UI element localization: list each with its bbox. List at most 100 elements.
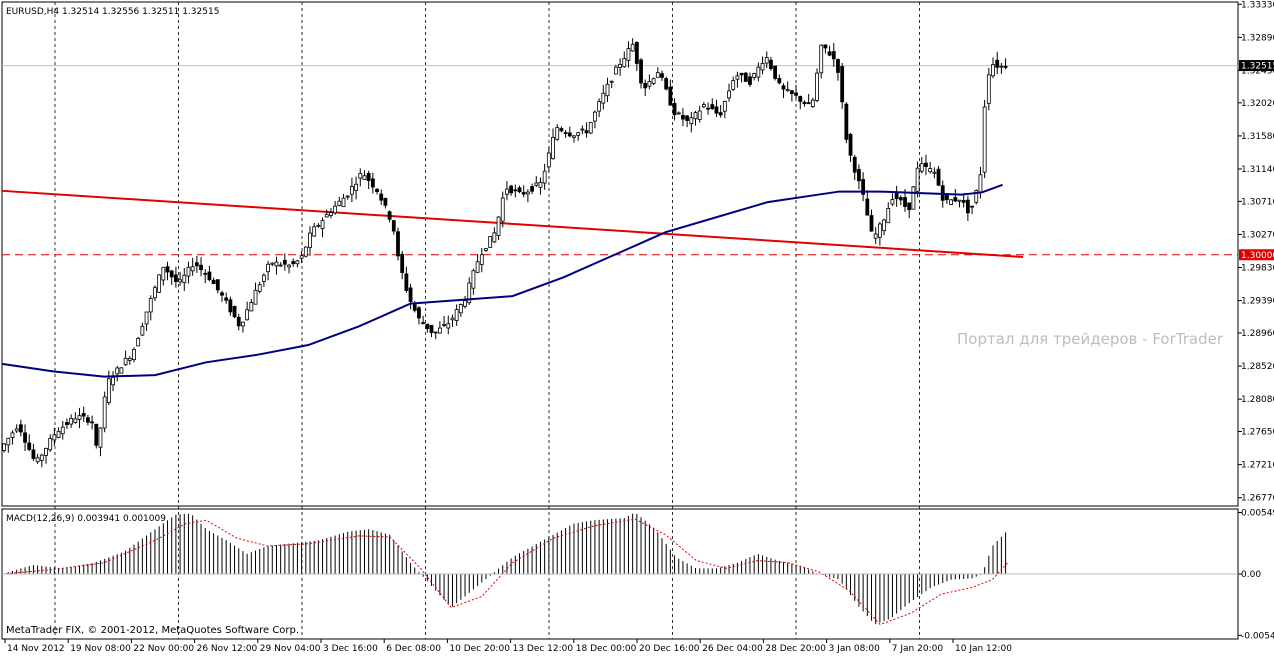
candle-body — [412, 304, 417, 311]
candle-body — [18, 424, 23, 433]
candle-body — [643, 82, 648, 89]
candle-body — [773, 65, 778, 79]
candle-body — [31, 449, 36, 459]
candle-body — [810, 99, 815, 108]
candle-body — [848, 133, 853, 156]
candle-body — [249, 302, 254, 312]
y-tick-label: 1.32890 — [1241, 33, 1274, 43]
candle-body — [739, 72, 744, 76]
candle-body — [387, 211, 392, 220]
candle-body — [349, 186, 354, 195]
candle-body — [517, 187, 522, 193]
candle-body — [701, 104, 706, 108]
candle-body — [408, 287, 413, 302]
x-tick-label: 20 Dec 16:00 — [639, 644, 700, 654]
candle-body — [898, 197, 903, 201]
candle-body — [664, 78, 669, 90]
candle-body — [681, 115, 685, 120]
candle-body — [865, 198, 870, 216]
candle-body — [312, 226, 317, 237]
candle-body — [915, 167, 920, 192]
candle-body — [622, 58, 627, 68]
candles — [2, 38, 1008, 468]
candle-body — [593, 111, 597, 122]
candle-body — [668, 86, 673, 106]
candle-body — [132, 348, 136, 361]
candle-body — [907, 202, 912, 211]
candle-body — [852, 156, 857, 173]
candle-body — [572, 135, 576, 138]
candle-body — [928, 168, 933, 173]
candle-body — [840, 66, 845, 103]
candle-body — [588, 122, 593, 134]
candle-body — [639, 59, 643, 84]
level-marker — [1239, 249, 1274, 261]
candle-body — [953, 197, 958, 202]
candle-body — [169, 270, 174, 278]
chart-title: EURUSD,H4 1.32514 1.32556 1.32511 1.3251… — [6, 7, 219, 17]
candle-body — [500, 197, 505, 222]
candle-body — [655, 72, 660, 78]
candle-body — [329, 212, 333, 216]
candle-body — [396, 231, 400, 257]
candle-body — [580, 128, 585, 131]
candle-body — [530, 186, 534, 192]
candle-body — [475, 261, 480, 273]
candle-body — [303, 246, 308, 257]
candle-body — [743, 72, 748, 82]
candle-body — [86, 417, 90, 423]
candle-body — [458, 304, 463, 314]
candle-body — [651, 78, 656, 84]
candle-body — [521, 192, 526, 195]
candle-body — [471, 270, 476, 289]
candle-body — [220, 292, 224, 296]
candle-body — [789, 90, 794, 94]
candle-body — [379, 193, 384, 201]
candle-body — [706, 107, 710, 110]
candle-body — [785, 89, 790, 92]
candle-body — [718, 112, 723, 116]
candle-body — [559, 128, 564, 132]
candle-body — [295, 260, 300, 265]
candle-body — [957, 199, 962, 202]
candle-body — [831, 51, 836, 60]
macd-label: MACD(12,26,9) 0.003941 0.001009 — [6, 514, 166, 524]
level-price-label: 1.30000 — [1241, 251, 1274, 261]
moving-average-line — [1, 183, 1003, 378]
candle-body — [111, 377, 115, 386]
candle-body — [488, 236, 493, 248]
x-tick-label: 6 Dec 08:00 — [386, 644, 441, 654]
candle-body — [802, 101, 807, 105]
candle-body — [119, 367, 124, 374]
candle-body — [781, 85, 786, 90]
x-tick-label: 19 Nov 08:00 — [70, 644, 131, 654]
price-axis: 1.33330 1.32890 1.32450 1.32020 1.31580 1.311… — [1238, 0, 1274, 504]
candle-body — [567, 132, 572, 137]
candle-body — [324, 214, 329, 218]
candle-body — [52, 434, 57, 441]
candle-body — [576, 132, 581, 136]
candle-body — [911, 186, 916, 210]
x-tick-label: 22 Nov 00:00 — [133, 644, 194, 654]
macd-signal-line — [1, 518, 1009, 626]
candle-body — [232, 305, 237, 318]
candle-body — [333, 205, 338, 214]
vertical-grid — [54, 2, 920, 639]
candle-body — [731, 80, 736, 90]
watermark-text: Портал для трейдеров - ForTrader — [957, 330, 1224, 348]
y-tick-label: 1.31140 — [1241, 165, 1274, 175]
candle-body — [73, 418, 78, 423]
candle-body — [236, 316, 241, 327]
y-tick-label: 1.27210 — [1241, 461, 1274, 471]
candle-body — [949, 199, 954, 205]
candle-body — [936, 168, 941, 186]
candle-body — [697, 110, 702, 120]
candle-body — [123, 357, 128, 366]
candle-body — [429, 324, 434, 333]
candle-body — [882, 219, 886, 232]
candle-body — [857, 169, 861, 182]
candle-body — [228, 299, 233, 313]
candle-body — [903, 197, 907, 207]
candle-body — [894, 191, 899, 200]
